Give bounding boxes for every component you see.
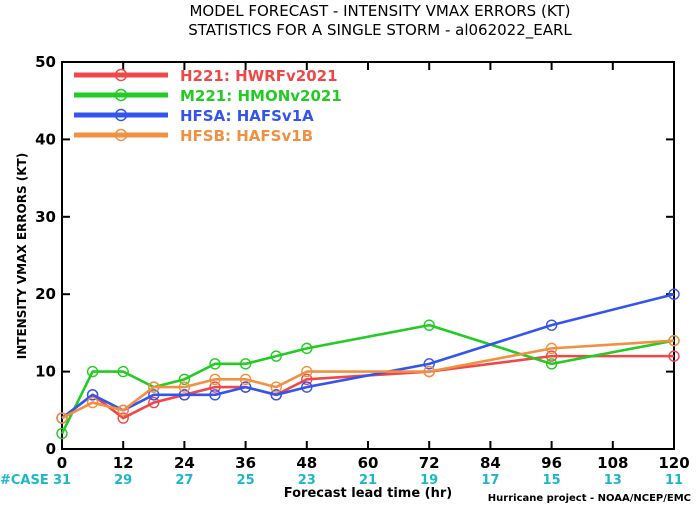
data-point-marker <box>423 358 435 370</box>
y-tick-label: 40 <box>35 130 56 148</box>
data-point-marker <box>668 350 680 362</box>
data-point-marker <box>86 365 99 378</box>
chart-title-line1: MODEL FORECAST - INTENSITY VMAX ERRORS (… <box>189 2 570 20</box>
case-count-value: 17 <box>481 473 499 488</box>
series-line <box>60 323 675 435</box>
series-0 <box>56 350 680 424</box>
data-point-marker <box>148 389 160 401</box>
data-point-marker <box>545 358 558 370</box>
data-point-marker <box>668 334 680 347</box>
case-count-value: 27 <box>175 473 193 488</box>
x-tick-label: 48 <box>296 454 317 472</box>
legend-swatch-marker <box>114 68 128 82</box>
data-point-marker <box>117 412 129 424</box>
chart-title-line2: STATISTICS FOR A SINGLE STORM - al062022… <box>188 21 572 40</box>
data-point-marker <box>178 381 191 393</box>
y-tick-label: 50 <box>35 53 56 71</box>
data-point-marker <box>668 288 680 300</box>
legend-swatch-marker <box>114 88 128 102</box>
case-count-value: 25 <box>237 473 255 488</box>
data-point-marker <box>301 381 313 393</box>
x-tick-label: 36 <box>235 454 256 472</box>
data-point-marker <box>117 404 129 416</box>
legend-label: HFSB: HAFSv1B <box>180 127 313 145</box>
y-axis-label: INTENSITY VMAX ERRORS (KT) <box>15 153 29 359</box>
y-tick-label: 20 <box>35 285 56 303</box>
x-tick-label: 60 <box>358 454 379 472</box>
data-point-marker <box>423 365 435 378</box>
legend: H221: HWRFv2021 M221: HMONv2021 HFSA: HAFS… <box>74 67 342 145</box>
x-tick-label: 24 <box>174 454 195 472</box>
legend-swatch-marker <box>114 128 128 142</box>
data-point-marker <box>56 427 68 440</box>
data-point-marker <box>86 389 99 401</box>
case-count-value: 31 <box>53 473 71 488</box>
plot-frame <box>61 61 675 450</box>
legend-item: HFSB: HAFSv1B <box>74 127 313 145</box>
data-point-marker <box>270 350 282 362</box>
legend-item: M221: HMONv2021 <box>74 87 342 105</box>
case-count-value: 21 <box>359 473 377 488</box>
data-point-marker <box>209 373 221 386</box>
data-point-marker <box>239 358 252 370</box>
legend-label: HFSA: HAFSv1A <box>180 107 314 125</box>
x-tick-label: 108 <box>597 454 628 472</box>
case-row-label: #CASE <box>0 473 49 488</box>
data-point-marker <box>545 350 558 362</box>
data-point-marker <box>148 381 160 393</box>
x-axis: 0 12 24 36 48 60 72 84 96 108 120 <box>57 62 690 472</box>
data-point-marker <box>239 381 252 393</box>
x-axis-label: Forecast lead time (hr) <box>284 486 452 501</box>
data-point-marker <box>545 319 558 331</box>
case-count-value: 15 <box>543 473 561 488</box>
data-point-marker <box>301 365 313 378</box>
series-line <box>61 339 675 420</box>
legend-label: M221: HMONv2021 <box>180 87 342 105</box>
legend-swatch-marker <box>114 108 128 122</box>
x-tick-label: 12 <box>113 454 134 472</box>
y-tick-label: 0 <box>46 440 56 458</box>
y-tick-label: 10 <box>35 363 56 381</box>
data-point-marker <box>270 389 282 401</box>
data-point-marker <box>209 389 221 401</box>
case-count-value: 23 <box>298 473 316 488</box>
series-3 <box>56 334 680 424</box>
data-point-marker <box>56 412 68 424</box>
data-point-marker <box>178 373 191 386</box>
x-tick-label: 72 <box>419 454 440 472</box>
legend-label: H221: HWRFv2021 <box>180 67 338 85</box>
data-point-marker <box>178 389 191 401</box>
series-layer <box>56 288 680 440</box>
data-point-marker <box>545 342 558 355</box>
legend-item: H221: HWRFv2021 <box>74 67 338 85</box>
data-point-marker <box>301 373 313 386</box>
data-point-marker <box>423 319 435 331</box>
case-count-value: 11 <box>665 473 683 488</box>
data-point-marker <box>301 342 313 355</box>
data-point-marker <box>270 381 282 393</box>
credit-text: Hurricane project - NOAA/NCEP/EMC <box>488 493 691 504</box>
case-count-value: 13 <box>604 473 622 488</box>
x-tick-label: 120 <box>658 454 689 472</box>
y-tick-label: 30 <box>35 208 56 226</box>
data-point-marker <box>148 396 160 409</box>
data-point-marker <box>209 358 221 370</box>
case-count-value: 29 <box>114 473 132 488</box>
case-count-value: 19 <box>420 473 438 488</box>
x-tick-label: 0 <box>57 454 67 472</box>
data-point-marker <box>117 365 129 378</box>
legend-item: HFSA: HAFSv1A <box>74 107 314 125</box>
series-1 <box>56 319 680 440</box>
data-point-marker <box>239 373 252 386</box>
case-count-row: #CASE 31 29 27 25 23 21 19 17 15 13 11 <box>0 473 683 488</box>
data-point-marker <box>86 396 99 409</box>
data-point-marker <box>209 381 221 393</box>
x-tick-label: 96 <box>541 454 562 472</box>
x-tick-label: 84 <box>480 454 501 472</box>
y-axis: 0 10 20 30 40 50 <box>35 53 674 458</box>
